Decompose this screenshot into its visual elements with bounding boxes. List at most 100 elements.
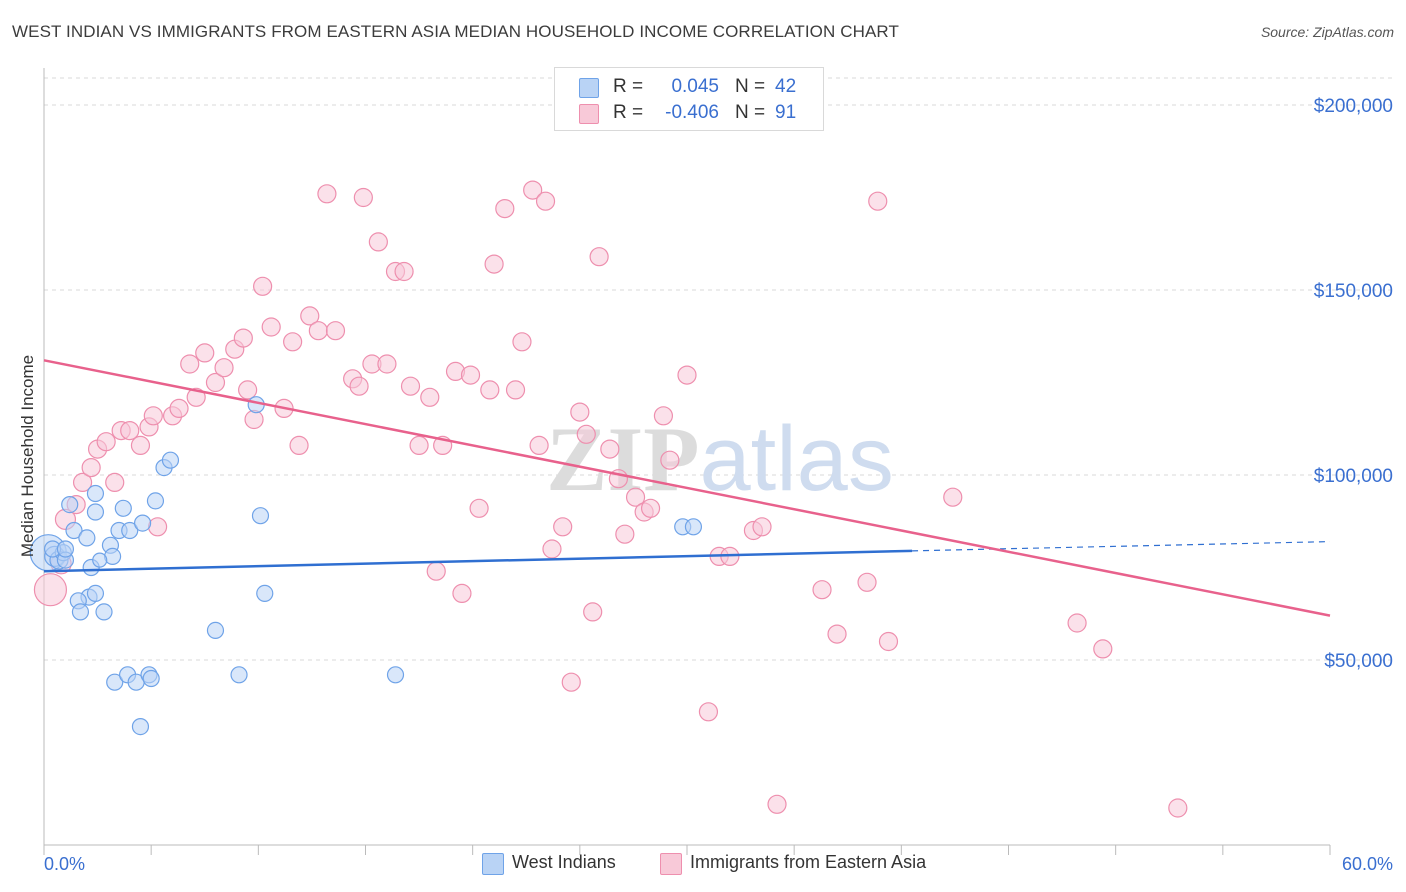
point-eastern-asia bbox=[570, 402, 590, 422]
point-eastern-asia bbox=[576, 424, 596, 444]
bottom-legend-label: West Indians bbox=[512, 852, 616, 872]
x-tick-label-max: 60.0% bbox=[1342, 854, 1393, 874]
correlation-legend: R = 0.045 N = 42 R = -0.406 N = 91 bbox=[554, 67, 824, 131]
point-eastern-asia bbox=[325, 321, 346, 341]
point-eastern-asia bbox=[1093, 639, 1113, 659]
point-eastern-asia bbox=[640, 498, 661, 518]
y-axis-label: Median Household Income bbox=[18, 355, 37, 557]
point-eastern-asia bbox=[96, 432, 116, 452]
point-eastern-asia bbox=[283, 332, 303, 352]
point-eastern-asia bbox=[535, 191, 556, 211]
point-eastern-asia bbox=[214, 358, 234, 378]
chart-title: WEST INDIAN VS IMMIGRANTS FROM EASTERN A… bbox=[12, 22, 899, 41]
point-eastern-asia bbox=[186, 387, 206, 407]
point-west-indians bbox=[86, 503, 105, 521]
point-eastern-asia bbox=[480, 380, 500, 400]
point-eastern-asia bbox=[767, 794, 787, 814]
trendline-eastern-asia bbox=[43, 359, 1331, 617]
point-eastern-asia bbox=[677, 365, 697, 385]
point-eastern-asia bbox=[368, 232, 388, 252]
point-eastern-asia bbox=[195, 343, 215, 363]
legend-swatch-blue bbox=[579, 78, 599, 98]
point-eastern-asia bbox=[615, 524, 635, 544]
point-eastern-asia bbox=[469, 498, 489, 518]
source-credit: Source: ZipAtlas.com bbox=[1260, 24, 1394, 40]
point-eastern-asia bbox=[1168, 798, 1188, 818]
legend-swatch-pink bbox=[579, 104, 599, 124]
point-eastern-asia bbox=[377, 354, 397, 374]
point-eastern-asia bbox=[542, 539, 562, 559]
point-west-indians bbox=[133, 514, 152, 532]
point-eastern-asia bbox=[512, 332, 532, 352]
point-west-indians bbox=[206, 621, 225, 640]
point-eastern-asia bbox=[105, 472, 125, 492]
point-eastern-asia bbox=[147, 517, 168, 537]
y-tick-label: $50,000 bbox=[1324, 651, 1393, 672]
legend-r-label: R = bbox=[613, 102, 644, 123]
bottom-legend-swatch-pink bbox=[660, 853, 682, 875]
point-west-indians bbox=[131, 717, 150, 736]
point-eastern-asia bbox=[827, 624, 847, 644]
point-eastern-asia bbox=[180, 354, 200, 374]
point-west-indians bbox=[106, 673, 124, 691]
y-tick-label: $100,000 bbox=[1314, 466, 1393, 487]
point-eastern-asia bbox=[505, 380, 526, 400]
legend-r-label: R = bbox=[613, 76, 644, 97]
point-eastern-asia bbox=[353, 187, 373, 208]
point-eastern-asia bbox=[289, 435, 309, 455]
point-eastern-asia bbox=[120, 421, 140, 441]
point-eastern-asia bbox=[1067, 613, 1087, 633]
y-tick-label: $200,000 bbox=[1314, 96, 1393, 117]
point-eastern-asia bbox=[589, 247, 609, 267]
point-west-indians bbox=[121, 521, 139, 540]
point-west-indians bbox=[61, 496, 79, 514]
point-eastern-asia bbox=[452, 583, 472, 604]
point-eastern-asia bbox=[81, 458, 101, 478]
point-eastern-asia bbox=[600, 439, 620, 459]
point-west-indians bbox=[71, 603, 90, 621]
point-eastern-asia bbox=[317, 184, 337, 204]
point-west-indians bbox=[56, 540, 75, 558]
point-eastern-asia bbox=[300, 306, 320, 326]
point-eastern-asia bbox=[868, 191, 888, 211]
point-eastern-asia bbox=[409, 435, 429, 455]
point-eastern-asia bbox=[529, 435, 549, 455]
trendline-west-indians-extension bbox=[912, 541, 1331, 552]
legend-r-value: 0.045 bbox=[671, 76, 719, 97]
point-eastern-asia bbox=[72, 472, 93, 492]
point-eastern-asia bbox=[561, 672, 581, 692]
point-west-indians bbox=[78, 529, 96, 547]
point-eastern-asia bbox=[238, 380, 258, 400]
point-west-indians bbox=[95, 603, 113, 621]
point-eastern-asia bbox=[878, 631, 899, 652]
point-eastern-asia bbox=[233, 328, 253, 348]
point-west-indians bbox=[114, 499, 132, 517]
y-tick-label: $150,000 bbox=[1314, 281, 1393, 302]
legend-n-label: N = bbox=[735, 102, 766, 123]
point-west-indians bbox=[230, 666, 248, 684]
legend-n-label: N = bbox=[735, 76, 766, 97]
point-eastern-asia bbox=[253, 276, 273, 296]
point-eastern-asia bbox=[460, 365, 481, 385]
point-eastern-asia bbox=[812, 580, 832, 600]
point-eastern-asia bbox=[130, 435, 151, 455]
point-eastern-asia bbox=[261, 317, 281, 337]
bottom-legend-label: Immigrants from Eastern Asia bbox=[690, 852, 927, 872]
point-eastern-asia bbox=[495, 199, 515, 219]
point-west-indians bbox=[86, 584, 105, 603]
point-west-indians bbox=[256, 584, 274, 603]
legend-r-value: -0.406 bbox=[665, 102, 719, 123]
point-eastern-asia bbox=[484, 254, 504, 274]
bottom-legend-swatch-blue bbox=[482, 853, 504, 875]
point-west-indians bbox=[161, 451, 180, 469]
point-eastern-asia bbox=[349, 376, 369, 396]
point-eastern-asia bbox=[698, 702, 719, 722]
point-eastern-asia bbox=[625, 487, 646, 507]
point-eastern-asia bbox=[420, 387, 440, 407]
point-eastern-asia bbox=[426, 561, 446, 581]
point-eastern-asia bbox=[523, 180, 543, 200]
trendline-west-indians bbox=[43, 549, 913, 573]
point-eastern-asia bbox=[394, 261, 414, 282]
point-eastern-asia bbox=[653, 406, 674, 426]
